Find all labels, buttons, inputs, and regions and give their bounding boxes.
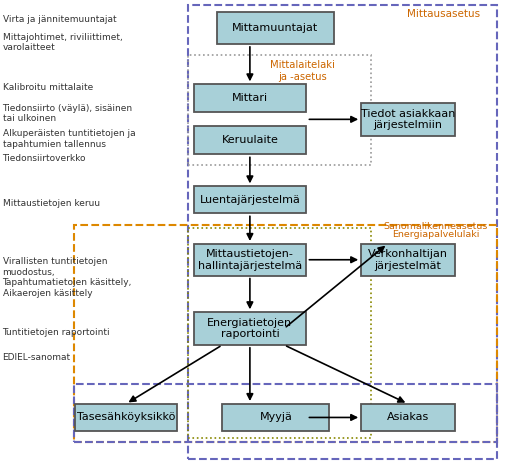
Text: Sanomalikenneasetus: Sanomalikenneasetus	[383, 222, 487, 231]
Text: Keruulaite: Keruulaite	[221, 135, 278, 146]
Text: Energiatietojen
raportointi: Energiatietojen raportointi	[207, 318, 292, 339]
Text: Virallisten tuntitietojen
muodostus,
Tapahtumatietojen käsittely,
Aikaerojen käs: Virallisten tuntitietojen muodostus, Tap…	[3, 257, 132, 298]
Bar	[187, 55, 371, 165]
Text: Verkonhaltijan
järjestelmät: Verkonhaltijan järjestelmät	[367, 249, 447, 271]
Text: Mittaustietojen-
hallintajärjestelmä: Mittaustietojen- hallintajärjestelmä	[197, 249, 301, 271]
Bar	[360, 103, 455, 136]
Text: Mittaustietojen keruu: Mittaustietojen keruu	[3, 199, 99, 208]
Bar	[216, 12, 333, 44]
Text: Kalibroitu mittalaite: Kalibroitu mittalaite	[3, 83, 93, 92]
Bar	[360, 244, 455, 276]
Text: Asiakas: Asiakas	[386, 412, 428, 423]
Text: Tuntitietojen raportointi: Tuntitietojen raportointi	[3, 328, 110, 336]
Bar	[193, 312, 305, 345]
Text: Energiapalvelulaki: Energiapalvelulaki	[391, 230, 479, 239]
Text: Mittalaitelaki
ja -asetus: Mittalaitelaki ja -asetus	[270, 60, 334, 81]
Bar	[193, 84, 305, 112]
Text: Tiedonsiirtoverkko: Tiedonsiirtoverkko	[3, 154, 86, 162]
Bar	[360, 404, 455, 431]
Text: Mittausasetus: Mittausasetus	[406, 9, 479, 19]
Bar	[75, 404, 177, 431]
Bar	[187, 228, 371, 438]
Bar	[193, 126, 305, 154]
Text: Mittari: Mittari	[232, 93, 267, 103]
Bar	[74, 225, 496, 442]
Bar	[222, 404, 329, 431]
Text: Tiedot asiakkaan
järjestelmiin: Tiedot asiakkaan järjestelmiin	[360, 109, 455, 130]
Text: EDIEL-sanomat: EDIEL-sanomat	[3, 353, 71, 362]
Text: Mittajohtimet, riviliittimet,
varolaitteet: Mittajohtimet, riviliittimet, varolaitte…	[3, 33, 122, 52]
Bar	[193, 244, 305, 276]
Text: Myyjä: Myyjä	[259, 412, 292, 423]
Text: Mittamuuntajat: Mittamuuntajat	[232, 23, 318, 33]
Text: Virta ja jännitemuuntajat: Virta ja jännitemuuntajat	[3, 15, 116, 24]
Bar	[187, 5, 496, 459]
Text: Luentajärjestelmä: Luentajärjestelmä	[199, 195, 300, 205]
Bar	[193, 186, 305, 213]
Text: Alkuperäisten tuntitietojen ja
tapahtumien tallennus: Alkuperäisten tuntitietojen ja tapahtumi…	[3, 129, 135, 148]
Text: Tiedonsiirto (väylä), sisäinen
tai ulkoinen: Tiedonsiirto (väylä), sisäinen tai ulkoi…	[3, 104, 132, 123]
Text: Tasesähköyksikkö: Tasesähköyksikkö	[77, 412, 175, 423]
Bar	[74, 384, 496, 442]
